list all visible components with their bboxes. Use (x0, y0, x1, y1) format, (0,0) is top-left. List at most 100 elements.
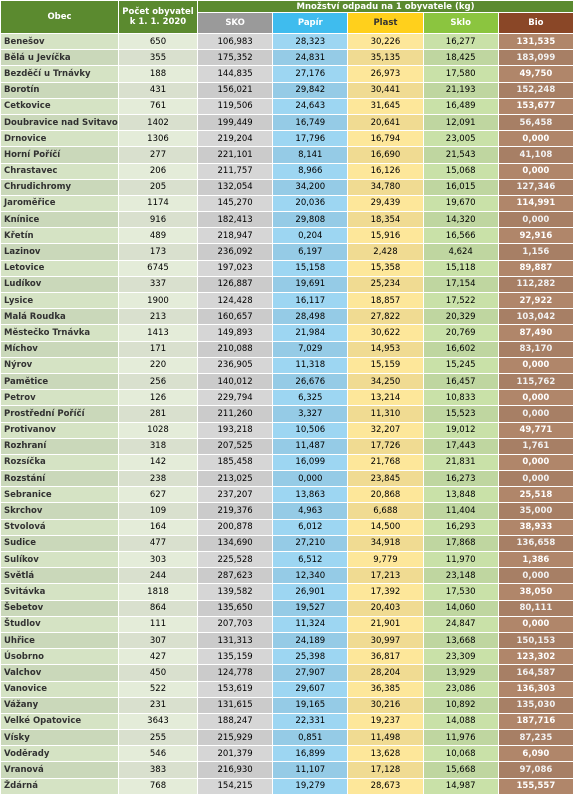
municipality: Borotín (0, 81, 119, 99)
cell: 427 (118, 648, 198, 666)
cell: 27,210 (272, 534, 349, 553)
municipality: Bezděčí u Trnávky (0, 65, 119, 83)
municipality: Nýrov (0, 356, 119, 374)
table-row: Ždárná 768 154,215 19,279 28,673 14,987 155,55… (0, 777, 574, 795)
cell: 29,808 (272, 211, 349, 229)
cell: 211,757 (196, 162, 274, 180)
cell: 0,000 (497, 470, 574, 488)
cell: 19,527 (272, 599, 349, 617)
header-group: Množství odpadu na 1 obyvatele (kg) (197, 0, 574, 13)
cell: 21,543 (422, 146, 499, 164)
cell: 197,023 (196, 259, 274, 277)
cell: 126 (118, 389, 198, 407)
table-row: Vážany 231 131,615 19,165 30,216 10,892 135,03… (0, 696, 574, 714)
cell: 6,512 (272, 550, 349, 569)
table-row: Skrchov 109 219,376 4,963 6,688 11,404 35,000 (0, 502, 574, 520)
cell: 34,918 (347, 534, 424, 553)
cell: 0,000 (497, 567, 574, 585)
municipality: Vanovice (0, 680, 119, 698)
cell: 16,273 (422, 470, 499, 488)
cell: 188 (118, 65, 198, 83)
cell: 26,676 (272, 372, 349, 391)
cell: 15,118 (422, 259, 499, 277)
cell: 124,778 (196, 664, 274, 682)
cell: 215,929 (196, 729, 274, 747)
cell: 153,619 (196, 680, 274, 698)
cell: 1,761 (497, 437, 574, 455)
cell: 431 (118, 81, 198, 99)
cell: 16,899 (272, 745, 349, 763)
municipality: Rozhraní (0, 437, 119, 455)
cell: 154,215 (196, 777, 274, 795)
cell: 29,842 (272, 81, 349, 99)
cell: 30,441 (347, 81, 424, 99)
table-row: Borotín 431 156,021 29,842 30,441 21,193 152,2… (0, 81, 574, 99)
cell: 115,762 (497, 372, 574, 391)
cell: 10,068 (422, 745, 499, 763)
table-row: Šebetov 864 135,650 19,527 20,403 14,060 80,11… (0, 599, 574, 617)
cell: 188,247 (196, 712, 274, 731)
cell: 30,216 (347, 696, 424, 714)
cell: 6,012 (272, 518, 349, 536)
table-row: Knínice 916 182,413 29,808 18,354 14,320 0,000 (0, 211, 574, 229)
cell: 16,126 (347, 162, 424, 180)
cell: 16,566 (422, 227, 499, 245)
cell: 26,901 (272, 583, 349, 601)
cell: 132,054 (196, 178, 274, 196)
table-row: Letovice 6745 197,023 15,158 15,358 15,118 89,… (0, 259, 574, 277)
cell: 17,128 (347, 761, 424, 779)
cell: 206 (118, 162, 198, 180)
cell: 0,000 (497, 162, 574, 180)
cell: 1,386 (497, 550, 574, 569)
table-row: Vranová 383 216,930 11,107 17,128 15,668 97,08… (0, 761, 574, 779)
cell: 136,658 (497, 534, 574, 553)
municipality: Velké Opatovice (0, 712, 119, 731)
cell: 16,277 (422, 32, 499, 51)
cell: 17,154 (422, 275, 499, 294)
cell: 183,099 (497, 49, 574, 67)
municipality: Jaroměřice (0, 194, 119, 213)
municipality: Valchov (0, 664, 119, 682)
cell: 10,506 (272, 421, 349, 439)
cell: 318 (118, 437, 198, 455)
cell: 237,207 (196, 486, 274, 504)
municipality: Doubravice nad Svitavou (0, 113, 119, 132)
cell: 287,623 (196, 567, 274, 585)
cell: 111 (118, 615, 198, 633)
cell: 0,000 (497, 130, 574, 148)
municipality: Knínice (0, 211, 119, 229)
cell: 20,641 (347, 113, 424, 132)
cell: 255 (118, 729, 198, 747)
municipality: Vísky (0, 729, 119, 747)
cell: 220 (118, 356, 198, 374)
cell: 238 (118, 470, 198, 488)
cell: 15,068 (422, 162, 499, 180)
table-row: Lazinov 173 236,092 6,197 2,428 4,624 1,156 (0, 243, 574, 261)
cell: 20,036 (272, 194, 349, 213)
cell: 38,933 (497, 518, 574, 536)
cell: 89,887 (497, 259, 574, 277)
cell: 229,794 (196, 389, 274, 407)
cell: 218,947 (196, 227, 274, 245)
cell: 221,101 (196, 146, 274, 164)
cell: 14,987 (422, 777, 499, 795)
table-row: Pamětice 256 140,012 26,676 34,250 16,457 115,… (0, 372, 574, 391)
cell: 144,835 (196, 65, 274, 83)
municipality: Šebetov (0, 599, 119, 617)
cell: 160,657 (196, 308, 274, 326)
cell: 2,428 (347, 243, 424, 261)
table-row: Valchov 450 124,778 27,907 28,204 13,929 164,5… (0, 664, 574, 682)
cell: 32,207 (347, 421, 424, 439)
cell: 277 (118, 146, 198, 164)
cell: 23,005 (422, 130, 499, 148)
cell: 6745 (118, 259, 198, 277)
municipality: Městečko Trnávka (0, 324, 119, 342)
cell: 337 (118, 275, 198, 294)
table-row: Prostřední Poříčí 281 211,260 3,327 11,310 15… (0, 405, 574, 423)
municipality: Voděrady (0, 745, 119, 763)
cell: 140,012 (196, 372, 274, 391)
cell: 16,690 (347, 146, 424, 164)
cell: 30,997 (347, 631, 424, 650)
header-population: Počet obyvatel k 1. 1. 2020 (118, 0, 198, 34)
